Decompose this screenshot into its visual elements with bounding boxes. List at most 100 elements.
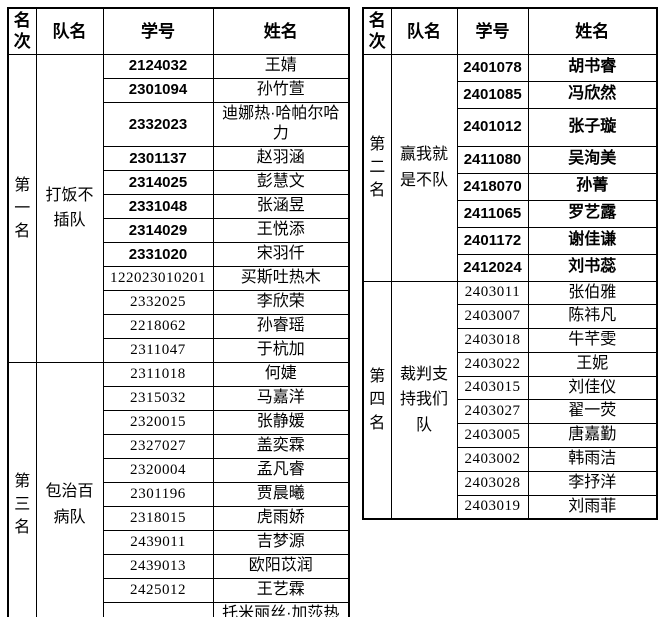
student-name-cell: 陈祎凡 — [527, 304, 658, 330]
student-id-cell: 2418070 — [456, 172, 529, 201]
rank-cell: 第三名 — [7, 362, 37, 617]
student-id-cell: 2315032 — [102, 386, 214, 412]
member-row: 第四名 裁判支持我们队 2403011 张伯雅 — [362, 280, 658, 520]
student-id-cell: 2403007 — [456, 304, 529, 330]
student-id-cell: 2311018 — [102, 362, 214, 388]
col-header-rank: 名次 — [7, 7, 37, 55]
student-id-cell: 2439013 — [102, 554, 214, 580]
student-name-cell: 欧阳苡润 — [212, 554, 350, 580]
student-id-cell: 2320015 — [102, 410, 214, 436]
student-id-cell: 122023010201 — [102, 266, 214, 292]
student-id-cell: 2327027 — [102, 434, 214, 460]
member-row: 2318015 虎雨娇 — [8, 506, 350, 532]
student-name-cell: 张静媛 — [212, 410, 350, 436]
student-id-cell: 2439011 — [102, 530, 214, 556]
student-id-cell: 2401078 — [456, 53, 529, 82]
col-header-student-id: 学号 — [102, 7, 214, 55]
student-id-cell: 2411080 — [456, 145, 529, 174]
member-row: 2412024 刘书蕊 — [363, 253, 658, 282]
student-name-cell: 马嘉洋 — [212, 386, 350, 412]
student-id-cell: 2412024 — [456, 253, 529, 282]
student-name-cell: 冯欣然 — [527, 80, 658, 109]
student-id-cell: 2301137 — [102, 146, 214, 172]
member-row: 2401012 张子璇 — [363, 107, 658, 147]
student-name-cell: 吴洵美 — [527, 145, 658, 174]
col-header-name: 姓名 — [527, 7, 658, 55]
student-name-cell: 张伯雅 — [527, 280, 658, 306]
student-name-cell: 王艺霖 — [212, 578, 350, 604]
student-id-cell: 2401085 — [456, 80, 529, 109]
student-name-cell: 唐嘉勤 — [527, 423, 658, 449]
student-name-cell: 孟凡睿 — [212, 458, 350, 484]
student-id-cell: 2403005 — [456, 423, 529, 449]
table-header-row: 名次 队名 学号 姓名 — [7, 7, 350, 55]
student-id-cell: 2403011 — [456, 280, 529, 306]
student-name-cell: 于杭加 — [212, 338, 350, 364]
student-name-cell: 罗艺露 — [527, 199, 658, 228]
member-row: 2403027 翟一荧 — [363, 399, 658, 425]
table-header-row: 名次 队名 学号 姓名 — [362, 7, 658, 55]
member-row: 122023010201 买斯吐热木 — [8, 266, 350, 292]
student-name-cell: 李抒洋 — [527, 470, 658, 496]
table-body-right: 第二名 赢我就是不队 2401078 胡书睿 2401085 冯欣然 2401012 张子璇 2… — [362, 53, 658, 520]
member-row: 2218062 孙睿瑶 — [8, 314, 350, 340]
student-id-cell: 2403022 — [456, 351, 529, 377]
student-name-cell: 孙菁 — [527, 172, 658, 201]
student-name-cell: 韩雨洁 — [527, 447, 658, 472]
member-row: 2301094 孙竹萱 — [8, 77, 350, 103]
student-id-cell: 2331048 — [102, 194, 214, 220]
student-id-cell: 2124032 — [102, 53, 214, 79]
student-id-cell: 2314025 — [102, 170, 214, 196]
student-id-cell: 2401172 — [456, 226, 529, 255]
member-row: 2315032 马嘉洋 — [8, 386, 350, 412]
member-row: 第三名 包治百病队 2311018 何婕 — [7, 362, 350, 617]
student-name-cell: 彭慧文 — [212, 170, 350, 196]
student-name-cell: 买斯吐热木 — [212, 266, 350, 292]
member-row: 2418070 孙菁 — [363, 172, 658, 201]
col-header-rank: 名次 — [362, 7, 392, 55]
student-id-cell: 2401012 — [456, 107, 529, 147]
member-row: 2314029 王悦添 — [8, 218, 350, 244]
table-body-left: 第一名 打饭不插队 2124032 王婧 2301094 孙竹萱 2332023 迪娜热·哈帕… — [7, 53, 350, 617]
student-name-cell: 刘雨菲 — [527, 494, 658, 520]
col-header-team: 队名 — [35, 7, 104, 55]
member-row: 2327027 盖奕霖 — [8, 434, 350, 460]
student-id-cell: 2314029 — [102, 218, 214, 244]
student-id-cell: 2403027 — [456, 399, 529, 425]
student-name-cell: 何婕 — [212, 362, 350, 388]
member-row: 2332023 迪娜热·哈帕尔哈力 — [8, 101, 350, 148]
student-id-cell: 2320004 — [102, 458, 214, 484]
student-id-cell: 2403028 — [456, 470, 529, 496]
student-name-cell: 张子璇 — [527, 107, 658, 147]
rank-cell: 第四名 — [362, 280, 392, 520]
student-name-cell: 吉梦源 — [212, 530, 350, 556]
student-id-cell: 2411065 — [456, 199, 529, 228]
student-id-cell: 2403019 — [456, 494, 529, 520]
col-header-name: 姓名 — [212, 7, 350, 55]
ranking-table-right: 名次 队名 学号 姓名 第二名 赢我就是不队 2401078 胡书睿 2401085 冯欣… — [362, 7, 658, 521]
col-header-team: 队名 — [390, 7, 458, 55]
student-name-cell: 孙睿瑶 — [212, 314, 350, 340]
student-name-cell: 孙竹萱 — [212, 77, 350, 103]
student-name-cell: 胡书睿 — [527, 53, 658, 82]
student-name-cell: 牛芊雯 — [527, 328, 658, 353]
student-id-cell: 2311047 — [102, 338, 214, 364]
member-row: 2425012 王艺霖 — [8, 578, 350, 604]
student-name-cell: 虎雨娇 — [212, 506, 350, 532]
member-row: 2401085 冯欣然 — [363, 80, 658, 109]
member-row: 第二名 赢我就是不队 2401078 胡书睿 — [362, 53, 658, 282]
student-name-cell: 李欣荣 — [212, 290, 350, 316]
member-row: 2401172 谢佳谦 — [363, 226, 658, 255]
member-row: 2403022 王妮 — [363, 351, 658, 377]
member-row: 2403018 牛芊雯 — [363, 328, 658, 353]
member-row: 2439011 吉梦源 — [8, 530, 350, 556]
member-row: 2301196 贾晨曦 — [8, 482, 350, 508]
member-row: 第一名 打饭不插队 2124032 王婧 — [7, 53, 350, 364]
team-name-cell: 包治百病队 — [35, 362, 104, 617]
student-name-cell: 宋羽仟 — [212, 242, 350, 268]
student-name-cell: 刘佳仪 — [527, 375, 658, 401]
student-name-cell: 刘书蕊 — [527, 253, 658, 282]
student-name-cell: 赵羽涵 — [212, 146, 350, 172]
student-id-cell: 2425012 — [102, 578, 214, 604]
